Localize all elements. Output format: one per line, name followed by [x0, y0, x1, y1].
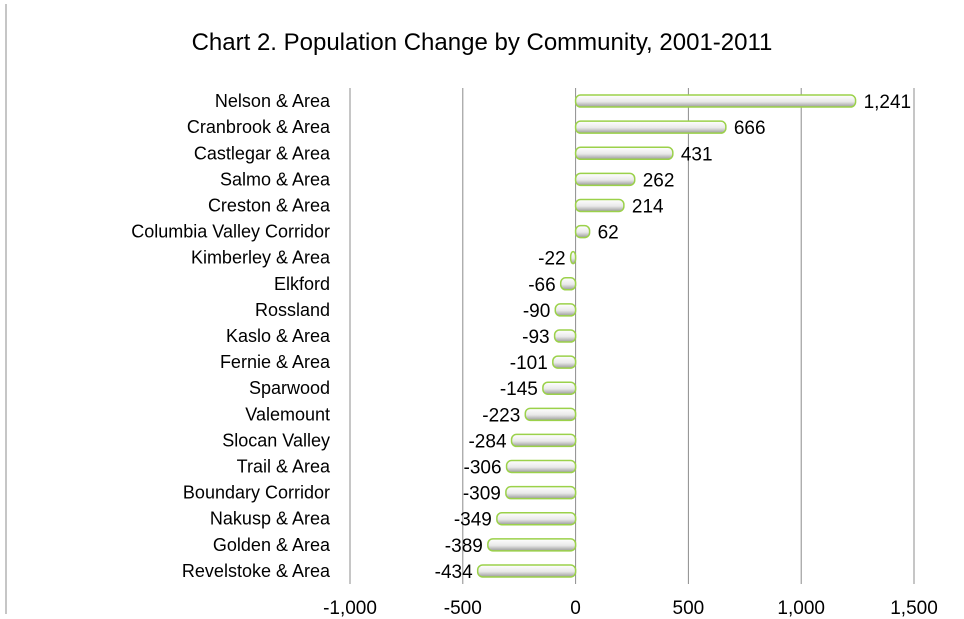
data-label: -349: [454, 510, 492, 531]
category-label: Nakusp & Area: [210, 509, 331, 529]
x-tick-label: 1,000: [777, 598, 825, 619]
bar: [510, 433, 577, 448]
bar: [574, 146, 674, 161]
category-label: Kaslo & Area: [226, 326, 331, 346]
x-tick-label: -1,000: [323, 598, 377, 619]
data-label: -90: [523, 301, 550, 322]
data-label: -93: [522, 327, 549, 348]
bar: [574, 198, 625, 213]
category-label: Salmo & Area: [220, 169, 331, 189]
data-label: -389: [445, 536, 483, 557]
data-label: -223: [482, 405, 520, 426]
bars: [476, 94, 857, 578]
category-label: Columbia Valley Corridor: [131, 222, 330, 242]
bar: [505, 485, 577, 500]
category-label: Revelstoke & Area: [182, 561, 331, 581]
bar: [569, 250, 577, 265]
category-label: Cranbrook & Area: [187, 117, 331, 137]
category-label: Fernie & Area: [220, 352, 331, 372]
category-label: Kimberley & Area: [191, 248, 331, 268]
category-label: Valemount: [245, 404, 330, 424]
bar: [574, 224, 591, 239]
bar: [524, 407, 577, 422]
data-label: -101: [510, 353, 548, 374]
category-label: Trail & Area: [237, 457, 331, 477]
category-label: Nelson & Area: [215, 91, 331, 111]
data-labels: 1,241 666 431 262 214 62 -22 -66 -90 -93 -101 -145 -…: [435, 92, 911, 583]
data-label: -434: [435, 562, 473, 583]
data-label: 1,241: [864, 92, 912, 113]
data-label: 262: [643, 170, 675, 191]
bar: [476, 564, 577, 578]
category-label: Creston & Area: [208, 195, 331, 215]
bar: [574, 94, 857, 108]
data-label: -306: [464, 458, 502, 479]
bar: [505, 459, 577, 474]
category-label: Slocan Valley: [222, 430, 330, 450]
bar: [574, 120, 727, 134]
data-label: -145: [500, 379, 538, 400]
category-label: Elkford: [274, 274, 330, 294]
chart-title: Chart 2. Population Change by Community,…: [192, 29, 773, 56]
category-label: Boundary Corridor: [183, 483, 330, 503]
bar: [553, 329, 577, 343]
data-label: 666: [734, 118, 766, 139]
category-label: Rossland: [255, 300, 330, 320]
bar: [574, 172, 636, 187]
bar: [487, 538, 577, 552]
category-label: Sparwood: [249, 378, 330, 398]
x-tick-label: 500: [673, 598, 705, 619]
bar: [559, 277, 577, 291]
data-label: 214: [632, 196, 664, 217]
data-label: -284: [468, 431, 506, 452]
category-label: Golden & Area: [213, 535, 331, 555]
data-label: 431: [681, 144, 713, 165]
bar: [496, 511, 577, 526]
bar: [542, 381, 577, 395]
bar: [552, 355, 577, 369]
data-label: -66: [528, 275, 555, 296]
x-tick-label: -500: [444, 598, 482, 619]
x-tick-label: 0: [570, 598, 581, 619]
data-label: 62: [598, 223, 619, 244]
data-label: -309: [463, 484, 501, 505]
category-labels: Nelson & Area Cranbrook & Area Castlegar &…: [131, 91, 331, 581]
bar: [554, 303, 577, 317]
x-axis-tick-labels: -1,000 -500 0 500 1,000 1,500: [323, 598, 938, 619]
x-tick-label: 1,500: [890, 598, 938, 619]
data-label: -22: [538, 249, 565, 270]
category-label: Castlegar & Area: [194, 143, 331, 163]
